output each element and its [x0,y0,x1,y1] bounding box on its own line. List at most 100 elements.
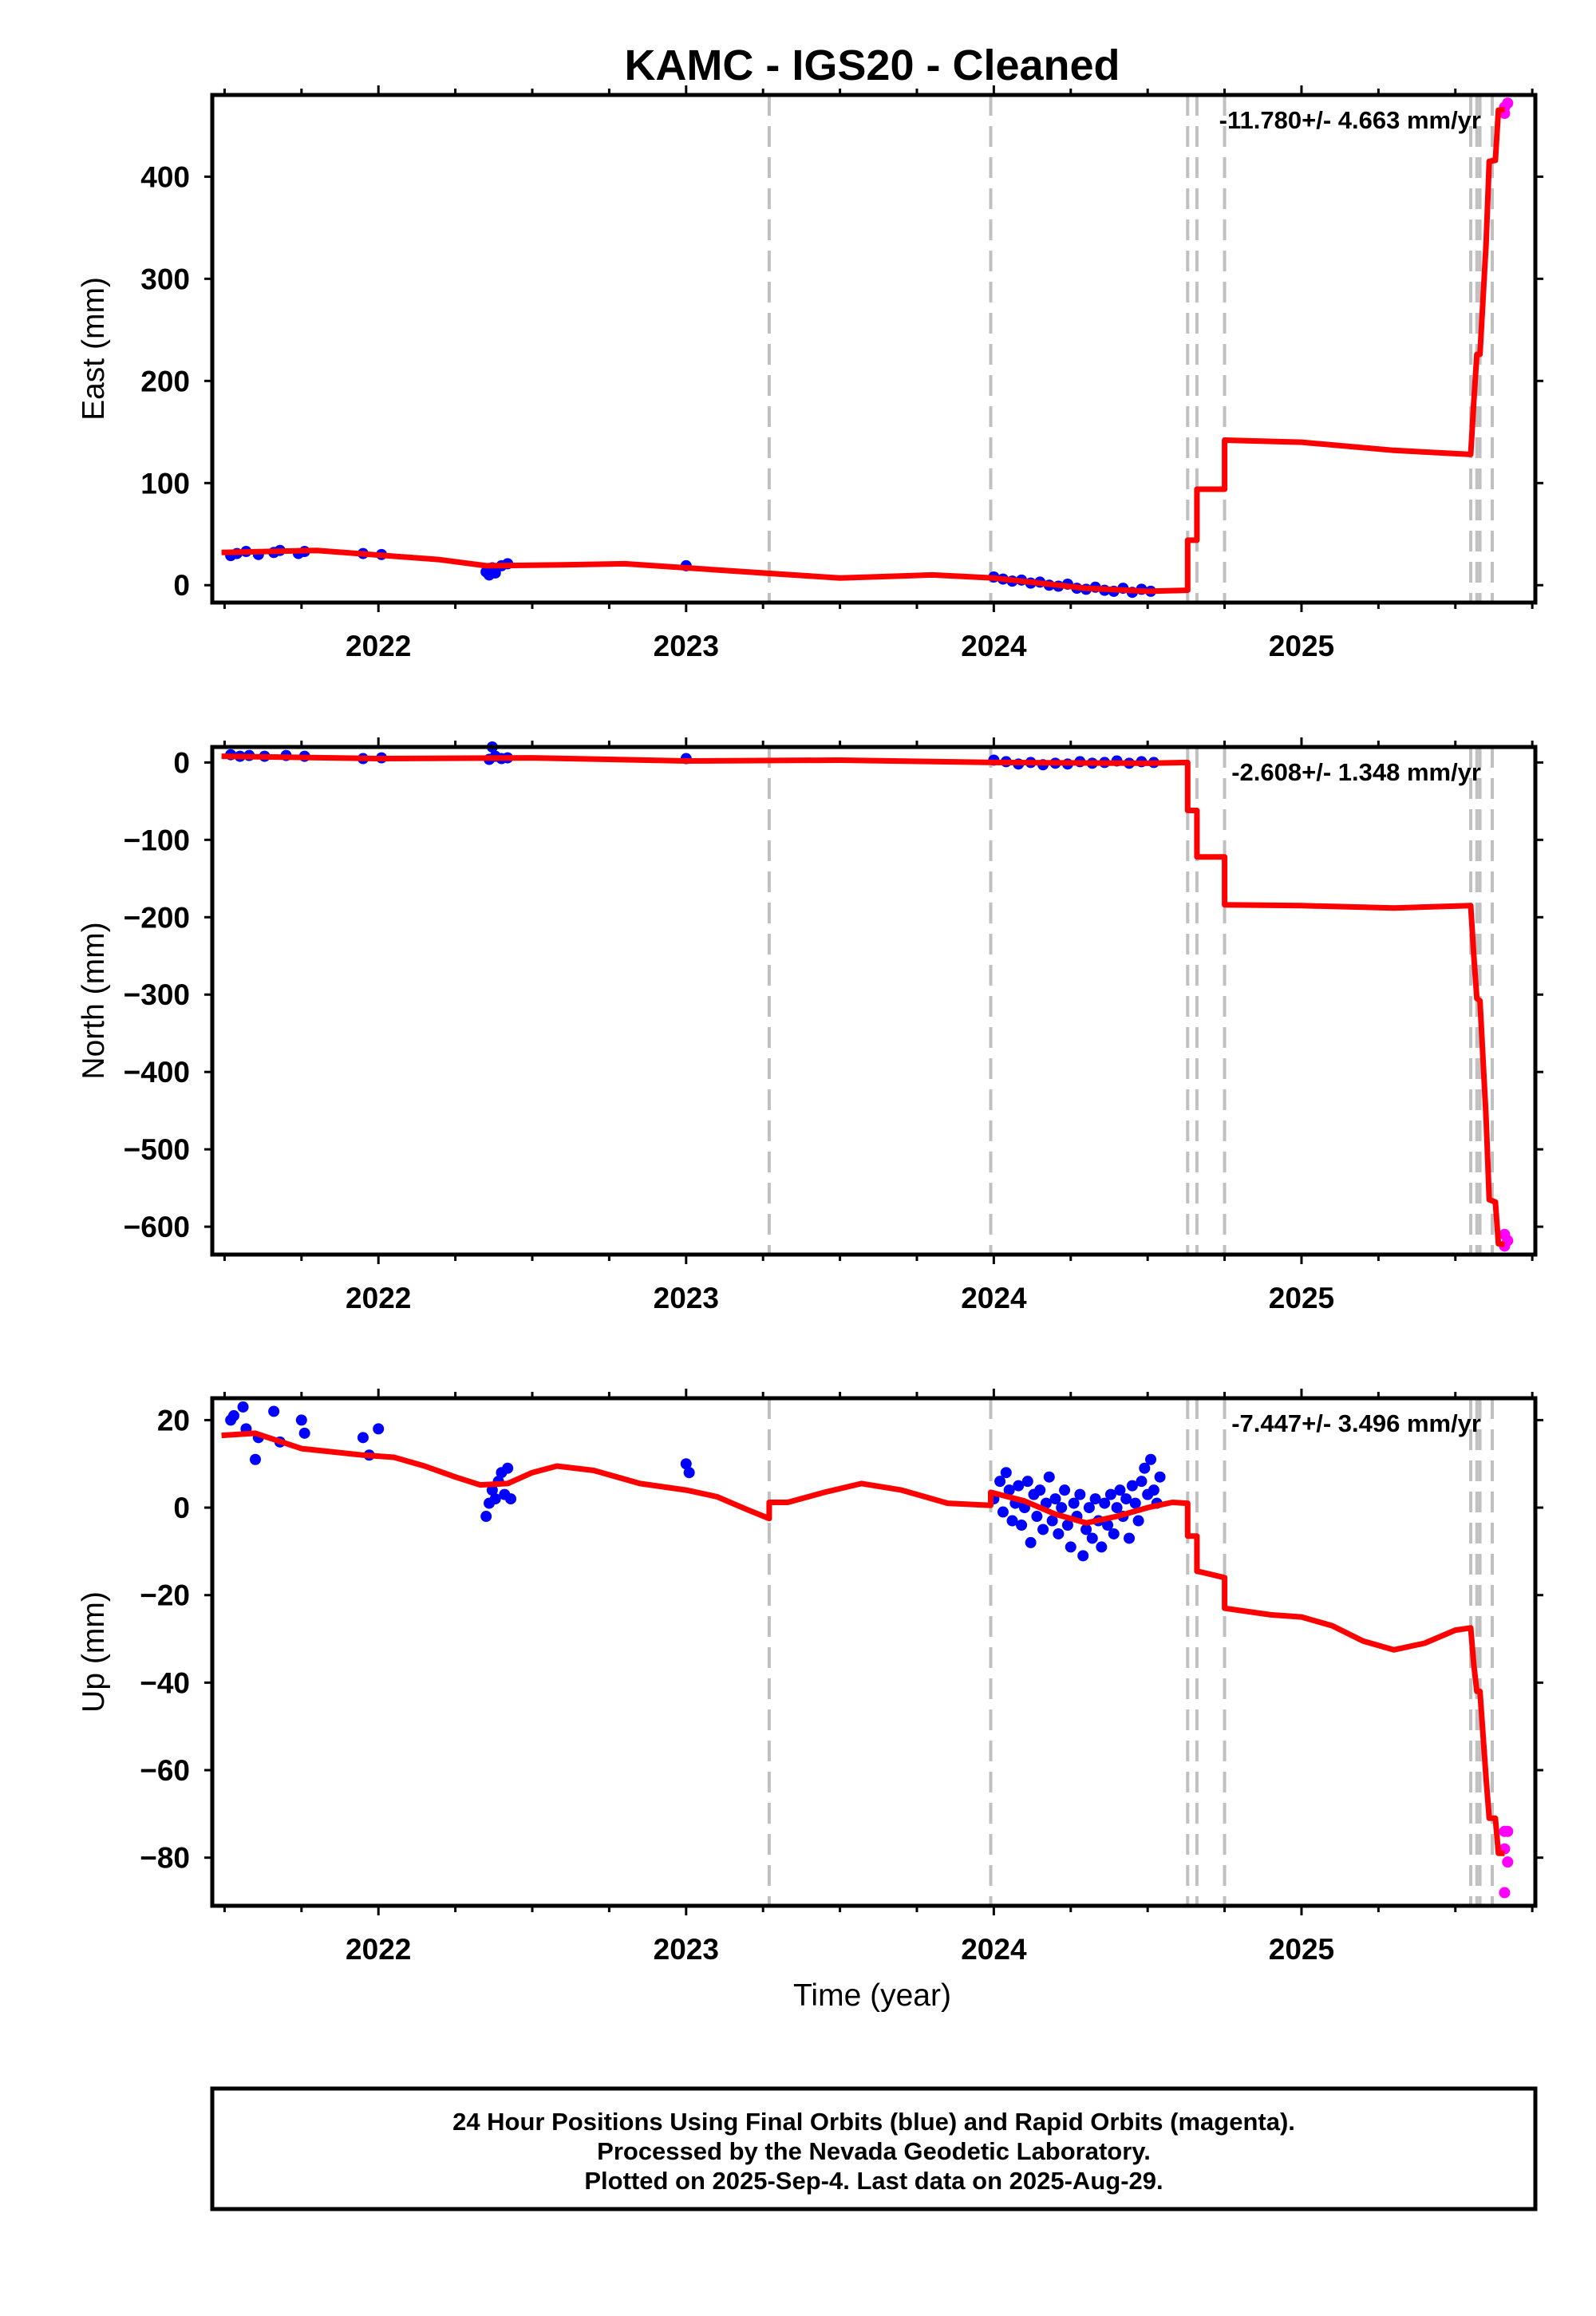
final-orbit-point [1068,1497,1080,1509]
final-orbit-point [357,1432,369,1444]
model-line [221,753,1505,1247]
final-orbit-point [227,1409,239,1421]
final-orbit-point [1006,1515,1018,1527]
final-orbit-point [1021,1476,1033,1488]
y-tick-label: −60 [140,1754,190,1787]
y-tick-label: −80 [140,1842,190,1875]
final-orbit-point [1132,1515,1144,1527]
up-panel: −80 −60 −40 −20 0 20 2022 2023 2024 2025 Up (mm) -7… [77,1389,1543,1966]
x-tick-label: 2022 [346,1282,411,1314]
final-orbit-point [1083,1502,1095,1514]
final-orbit-point [1025,1536,1037,1548]
final-orbit-point [1086,1532,1098,1544]
final-orbit-point [1000,1467,1012,1479]
y-axis-label: East (mm) [77,277,111,421]
final-orbit-point [1056,1502,1068,1514]
y-tick-label: 400 [140,160,190,193]
rapid-orbit-point [1499,1887,1511,1899]
y-tick-label: 100 [140,467,190,500]
final-orbit-point [1124,1532,1136,1544]
final-orbit-point [268,1405,280,1417]
y-tick-label: 300 [140,263,190,295]
x-tick-label: 2025 [1269,630,1334,662]
final-orbit-point [505,1493,517,1505]
final-orbit-point [1065,1541,1077,1553]
final-orbit-point [1034,1484,1046,1496]
final-orbit-point [1046,1515,1058,1527]
final-orbit-point [1074,1488,1086,1500]
footer-box [210,2086,1538,2211]
x-tick-label: 2024 [961,630,1027,662]
final-orbit-point [1037,1524,1049,1535]
x-tick-label: 2023 [654,1282,719,1314]
footer-line-3: Plotted on 2025-Sep-4. Last data on 2025… [584,2167,1163,2195]
final-orbit-point [1016,1520,1028,1531]
y-axis-label: North (mm) [77,922,111,1079]
final-orbit-point [1102,1520,1114,1531]
x-axis-label: Time (year) [793,1978,951,2013]
y-tick-label: −500 [124,1133,190,1166]
y-tick-label: 0 [173,569,190,602]
rapid-orbit-point [1502,1856,1514,1868]
final-orbit-point [1031,1511,1043,1523]
final-orbit-point [1061,1520,1073,1531]
model-line [221,106,1505,595]
plot-frame [210,93,1538,605]
final-orbit-point [1126,1480,1138,1492]
y-tick-label: −300 [124,978,190,1011]
final-orbit-point [1096,1541,1108,1553]
final-orbit-point [1104,1488,1116,1500]
x-tick-label: 2022 [346,630,411,662]
final-orbit-point [1114,1484,1126,1496]
final-orbit-point [502,1462,514,1474]
final-orbit-point [1099,1497,1111,1509]
final-orbit-point [1003,1484,1015,1496]
final-orbit-point [1053,1528,1065,1539]
footer-line-2: Processed by the Nevada Geodetic Laborat… [597,2137,1151,2165]
y-tick-label: 0 [173,1492,190,1524]
final-orbit-point [1043,1471,1055,1483]
final-orbit-point [1148,1484,1159,1496]
final-orbit-point [1139,1462,1151,1474]
rate-label: -2.608+/- 1.348 mm/yr [1231,758,1481,786]
final-orbit-point [1129,1497,1141,1509]
y-tick-label: 20 [157,1404,190,1437]
x-tick-label: 2023 [654,630,719,662]
final-orbit-point [295,1414,307,1426]
y-tick-label: −20 [140,1579,190,1612]
y-tick-label: −400 [124,1056,190,1089]
y-axis-label: Up (mm) [77,1591,111,1713]
final-orbit-point [994,1476,1006,1488]
x-tick-label: 2025 [1269,1933,1334,1966]
y-tick-label: 200 [140,365,190,397]
x-tick-label: 2022 [346,1933,411,1966]
final-orbit-point [1108,1528,1120,1539]
final-orbit-point [1145,1453,1157,1465]
y-tick-label: −200 [124,901,190,934]
final-orbit-point [1154,1471,1166,1483]
y-tick-label: −40 [140,1666,190,1699]
final-orbit-point [1013,1480,1025,1492]
x-tick-label: 2023 [654,1933,719,1966]
final-orbit-point [683,1467,695,1479]
final-orbit-point [1136,1476,1148,1488]
rapid-orbit-point [1502,97,1514,109]
model-line [221,1430,1505,1856]
final-orbit-point [1080,1524,1092,1535]
final-orbit-point [1111,1502,1123,1514]
footer-line-1: 24 Hour Positions Using Final Orbits (bl… [452,2108,1295,2136]
final-orbit-point [1059,1484,1071,1496]
final-orbit-point [298,1427,310,1439]
x-tick-label: 2024 [961,1933,1027,1966]
y-tick-label: 0 [173,746,190,779]
final-orbit-point [1077,1550,1089,1562]
y-tick-label: −600 [124,1211,190,1243]
final-orbit-point [486,1484,498,1496]
plot-frame [210,745,1538,1257]
final-orbit-point [237,1401,249,1413]
final-orbit-point [489,1493,501,1505]
rapid-orbit-point [1502,1825,1514,1837]
north-panel: −600 −500 −400 −300 −200 −100 0 2022 2023 2024 202… [77,737,1543,1314]
plot-frame [210,1396,1538,1908]
